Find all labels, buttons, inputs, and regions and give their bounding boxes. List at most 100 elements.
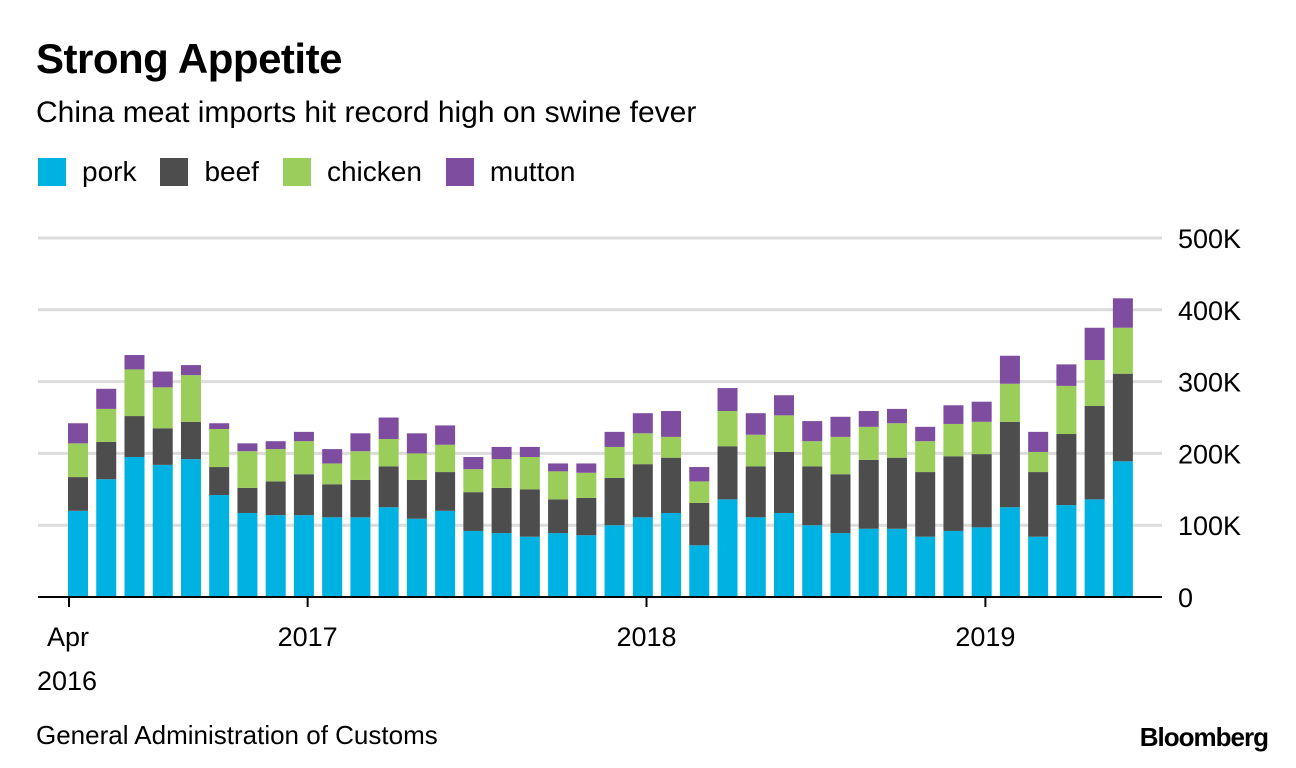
bar-stack-2017-09: [548, 463, 569, 597]
bar-pork: [1084, 499, 1105, 597]
bar-pork: [68, 510, 88, 597]
bar-beef: [350, 479, 371, 518]
legend-label-chicken: chicken: [326, 156, 422, 187]
legend-item-beef: beef: [160, 158, 259, 186]
x-tick-label: 2019: [955, 622, 1015, 652]
bar-pork: [519, 536, 540, 597]
bar-stack-2018-03: [717, 388, 738, 597]
bar-pork: [1112, 461, 1133, 597]
bar-chicken: [943, 423, 964, 457]
bar-chicken: [858, 426, 879, 460]
bar-chicken: [915, 441, 936, 473]
bar-mutton: [180, 365, 201, 376]
bar-chicken: [265, 449, 286, 482]
bar-chicken: [519, 456, 540, 490]
bar-stack-2017-02: [350, 433, 371, 597]
bar-mutton: [802, 421, 823, 442]
x-tick-label: Apr: [47, 622, 89, 652]
bar-stack-2018-10: [915, 426, 936, 597]
bar-mutton: [406, 433, 427, 454]
bar-chicken: [124, 369, 145, 417]
bar-beef: [322, 484, 343, 518]
bar-chicken: [152, 387, 173, 429]
bar-chicken: [745, 434, 766, 467]
bar-stack-2016-11: [265, 441, 286, 597]
y-tick-label: 500K: [1178, 224, 1241, 254]
bar-stack-2016-06: [124, 355, 145, 597]
bar-beef: [463, 492, 484, 531]
bar-beef: [1112, 373, 1133, 462]
bar-beef: [378, 466, 399, 508]
bar-beef: [717, 446, 738, 500]
y-tick-label: 400K: [1178, 296, 1241, 326]
legend-swatch-pork: [38, 158, 66, 186]
bar-mutton: [1028, 431, 1049, 452]
bar-mutton: [152, 371, 173, 388]
bar-stack-2018-11: [943, 405, 964, 597]
bloomberg-logo: Bloomberg: [1139, 722, 1269, 752]
bar-mutton: [1056, 364, 1077, 386]
bar-chicken: [463, 469, 484, 493]
bar-mutton: [661, 411, 682, 437]
bar-pork: [943, 530, 964, 597]
bar-chicken: [435, 444, 456, 473]
bar-pork: [180, 459, 201, 597]
bar-stack-2016-09: [209, 423, 230, 597]
bar-chicken: [717, 411, 738, 447]
bar-stack-2016-10: [237, 443, 258, 597]
legend-item-mutton: mutton: [445, 156, 576, 187]
legend-label-pork: pork: [82, 156, 137, 187]
bar-mutton: [858, 411, 879, 427]
bar-stack-2018-08: [858, 411, 879, 597]
bar-beef: [68, 477, 88, 511]
bar-mutton: [435, 425, 456, 445]
bar-beef: [971, 454, 992, 528]
bar-pork: [209, 495, 230, 597]
bar-pork: [463, 530, 484, 597]
bar-stack-2016-04: [68, 423, 88, 597]
bar-chicken: [350, 451, 371, 480]
bar-stack-2018-01: [661, 411, 682, 597]
bar-pork: [378, 507, 399, 597]
bar-chicken: [1056, 385, 1077, 435]
bar-mutton: [999, 355, 1020, 384]
bar-beef: [519, 489, 540, 537]
bar-beef: [435, 472, 456, 511]
bar-beef: [999, 421, 1020, 508]
bar-stack-2018-02: [689, 467, 710, 597]
x-axis-labels: Apr 2016 2017 2018 2019: [37, 622, 1015, 696]
bar-mutton: [68, 423, 88, 444]
bar-chicken: [1028, 451, 1049, 473]
bar-chicken: [209, 428, 230, 468]
bar-beef: [548, 499, 569, 534]
bar-stack-2017-11: [604, 431, 625, 597]
bar-mutton: [915, 426, 936, 442]
legend-swatch-beef: [160, 158, 189, 186]
bar-mutton: [632, 413, 653, 434]
bar-stack-2018-12: [971, 401, 992, 597]
bar-beef: [689, 502, 710, 546]
bar-mutton: [1112, 298, 1133, 328]
bar-beef: [632, 464, 653, 518]
bar-mutton: [604, 431, 625, 447]
bar-stack-2017-01: [322, 449, 343, 597]
bar-chicken: [491, 459, 512, 488]
bar-chicken: [406, 453, 427, 480]
bar-chicken: [293, 441, 314, 475]
legend-item-pork: pork: [38, 158, 136, 186]
bar-pork: [124, 456, 145, 597]
bar-pork: [96, 479, 117, 597]
bar-pork: [802, 525, 823, 597]
bar-mutton: [943, 405, 964, 424]
chart-subtitle: China meat imports hit record high on sw…: [36, 96, 697, 129]
bar-pork: [152, 464, 173, 597]
bar-stack-2017-08: [519, 446, 540, 597]
legend-item-chicken: chicken: [282, 156, 422, 187]
legend-label-mutton: mutton: [489, 156, 576, 187]
bar-chicken: [378, 439, 399, 467]
bar-beef: [1056, 434, 1077, 506]
bar-mutton: [265, 441, 286, 450]
legend-swatch-mutton: [445, 158, 474, 186]
bar-pork: [406, 518, 427, 597]
bar-chicken: [802, 441, 823, 467]
